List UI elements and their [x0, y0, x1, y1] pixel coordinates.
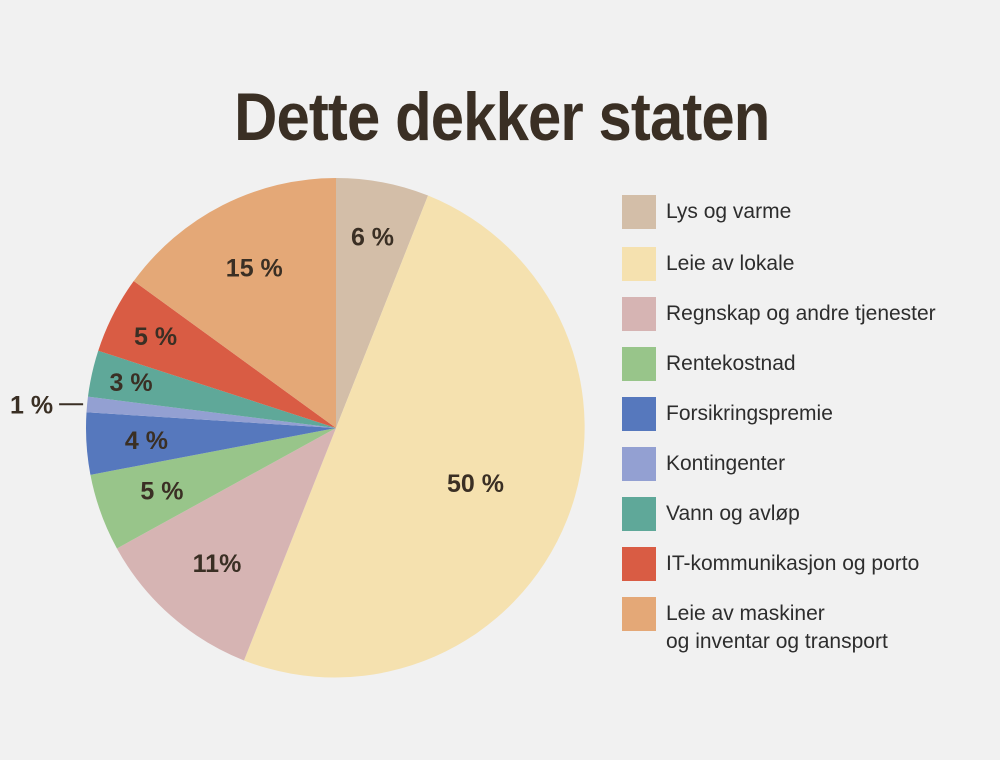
- pie-slice-1: [336, 178, 429, 428]
- legend-label: Vann og avløp: [666, 502, 800, 525]
- legend-swatch: [622, 195, 656, 229]
- slice-label-3: 11%: [193, 550, 242, 578]
- slice-label-2: 50 %: [447, 470, 504, 498]
- legend-swatch: [622, 497, 656, 531]
- pie-slice-7: [87, 350, 336, 428]
- legend-swatch: [622, 247, 656, 281]
- legend-swatch: [622, 597, 656, 631]
- pie-slice-3: [116, 428, 336, 661]
- legend-swatch: [622, 297, 656, 331]
- pie-slice-4: [90, 428, 337, 549]
- slice-label-7: 3 %: [110, 369, 153, 397]
- slice-label-9: 15 %: [226, 255, 283, 283]
- legend-label: Leie av lokale: [666, 252, 795, 275]
- pie-slice-8: [98, 281, 337, 428]
- slice-label-4: 5 %: [140, 478, 183, 506]
- slice-label-6: 1 %: [10, 391, 53, 419]
- legend-label: IT-kommunikasjon og porto: [666, 552, 920, 575]
- legend-label: Forsikringspremie: [666, 402, 833, 425]
- legend-swatch: [622, 447, 656, 481]
- legend-label: Leie av maskiner og inventar og transport: [666, 602, 888, 653]
- legend-label: Lys og varme: [666, 200, 792, 223]
- legend-label: Regnskap og andre tjenester: [666, 302, 936, 325]
- slice-label-1: 6 %: [351, 224, 394, 252]
- legend-swatch: [622, 347, 656, 381]
- legend-swatch: [622, 547, 656, 581]
- legend-label: Rentekostnad: [666, 352, 796, 375]
- pie-slice-6: [86, 396, 337, 428]
- pie-slice-5: [85, 412, 337, 475]
- slice-label-8: 5 %: [134, 323, 177, 351]
- legend-swatch: [622, 397, 656, 431]
- pie-slice-2: [243, 195, 585, 678]
- chart-title: Dette dekker staten: [234, 79, 770, 155]
- legend-label: Kontingenter: [666, 452, 786, 475]
- slice-label-5: 4 %: [125, 427, 168, 455]
- pie-slice-9: [133, 178, 336, 428]
